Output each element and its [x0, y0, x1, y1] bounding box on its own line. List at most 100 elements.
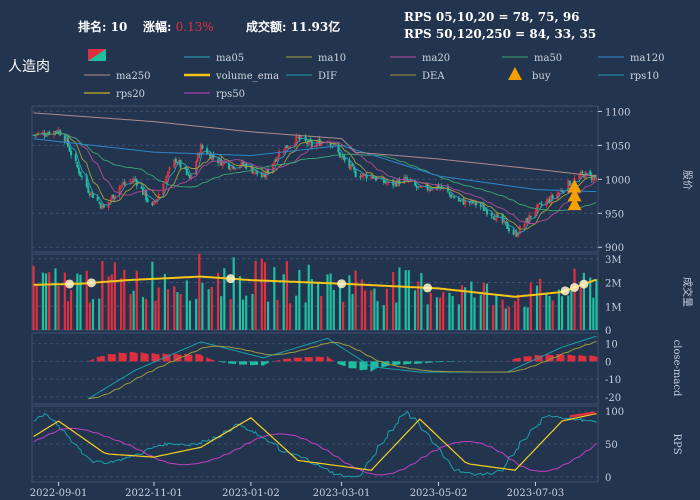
candle-body — [91, 193, 94, 198]
legend-label: ma05 — [216, 53, 244, 64]
macd-hist-bar — [243, 361, 246, 365]
candle-body — [112, 194, 115, 199]
volume-bar — [482, 282, 485, 330]
macd-hist-bar — [514, 358, 517, 362]
volume-bar — [354, 270, 357, 330]
volume-bar — [495, 295, 498, 330]
candle-body — [382, 178, 385, 183]
macd-hist-bar — [595, 356, 598, 362]
candle-body — [354, 170, 357, 178]
panel-frame-macd — [31, 332, 599, 405]
macd-hist-bar — [187, 354, 190, 362]
candle-body — [232, 166, 235, 169]
candle-body — [120, 185, 123, 187]
volume-value: 11.93亿 — [290, 20, 341, 34]
candle-body — [561, 190, 564, 192]
macd-hist-bar — [198, 354, 201, 362]
macd-hist-bar — [260, 361, 263, 366]
buy-marker — [567, 188, 582, 202]
candle-body — [307, 140, 310, 146]
candle-body — [295, 136, 298, 146]
volume-bar — [135, 270, 138, 330]
volume-bar — [41, 272, 45, 330]
candle-body — [220, 158, 223, 166]
volume-bar — [417, 281, 420, 330]
macd-hist-bar — [425, 361, 427, 364]
legend-item-rps50: rps50 — [184, 89, 245, 100]
price-axis-label: 股价 — [681, 170, 693, 190]
volume-bar — [545, 294, 548, 330]
candle-body — [526, 217, 529, 223]
macd-hist-bar — [167, 354, 169, 362]
volume-bar — [398, 267, 401, 330]
candle-body — [551, 195, 554, 199]
candle-body — [592, 176, 595, 182]
volume-bar — [451, 296, 454, 330]
macd-hist-bar — [267, 361, 269, 363]
macd-hist-bar — [253, 361, 255, 365]
macd-hist-bar — [559, 354, 562, 362]
volume-bar — [551, 300, 554, 330]
candle-body — [387, 181, 390, 183]
macd-hist-bar — [145, 353, 148, 362]
macd-hist-bar — [173, 353, 176, 362]
candle-body — [384, 181, 387, 184]
volume-bar — [198, 253, 201, 330]
macd-hist-bar — [293, 357, 296, 362]
macd-hist-bar — [295, 357, 298, 362]
candle-body — [395, 181, 398, 187]
macd-hist-bar — [393, 361, 396, 366]
candle-body — [176, 162, 179, 164]
volume-bar — [282, 274, 285, 330]
macd-hist-bar — [384, 361, 387, 367]
x-tick-label: 2022-09-01 — [30, 488, 88, 499]
header-volume: 成交额: 11.93亿 — [246, 18, 340, 35]
volume-bar — [251, 294, 254, 330]
volume-bar — [342, 301, 345, 330]
candle-body — [581, 171, 584, 174]
candle-body — [134, 178, 137, 180]
volume-bar — [363, 290, 367, 330]
candle-body — [118, 186, 121, 196]
volume-bar — [413, 290, 417, 330]
macd-hist-bar — [526, 356, 529, 362]
candle-body — [157, 193, 160, 199]
macd-hist-bar — [131, 352, 133, 362]
legend-item-rps20: rps20 — [84, 89, 145, 100]
macd-hist-bar — [296, 357, 299, 362]
buy-marker — [567, 197, 582, 211]
candle-body — [557, 192, 560, 195]
macd-hist-bar — [146, 353, 149, 362]
candle-body — [274, 159, 277, 162]
candle-body — [129, 181, 132, 183]
candle-body — [65, 138, 68, 143]
macd-hist-bar — [168, 354, 171, 362]
macd-hist-bar — [403, 361, 406, 365]
macd-hist-bar — [99, 356, 102, 362]
macd-hist-bar — [264, 361, 266, 365]
macd-hist-bar — [429, 361, 432, 363]
volume-bar — [260, 258, 263, 330]
macd-hist-bar — [417, 361, 420, 364]
candle-body — [485, 209, 488, 215]
candle-body — [132, 178, 135, 182]
volume-highlight-dot — [423, 283, 433, 293]
volume-bar — [44, 273, 48, 330]
volume-bar — [438, 297, 442, 330]
volume-bar — [539, 278, 542, 330]
volume-bar — [514, 301, 517, 330]
volume-bar — [35, 285, 38, 330]
candle-body — [548, 199, 551, 203]
volume-bar — [320, 296, 323, 330]
macd-hist-bar — [90, 359, 93, 362]
volume-bar — [385, 288, 389, 330]
macd-hist-bar — [118, 352, 121, 362]
macd-hist-bar — [142, 352, 144, 362]
volume-bar — [163, 273, 167, 330]
price-tick-label: 1000 — [605, 175, 630, 186]
macd-hist-bar — [570, 355, 573, 362]
candle-body — [374, 177, 377, 181]
candle-body — [593, 176, 596, 178]
macd-hist-bar — [318, 356, 321, 362]
macd-hist-bar — [517, 358, 520, 362]
